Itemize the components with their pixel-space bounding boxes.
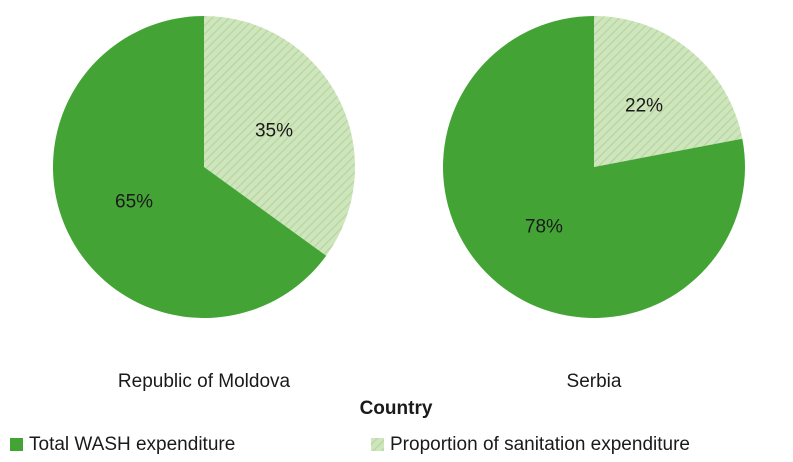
- pie-slice: [594, 16, 743, 167]
- legend-label: Total WASH expenditure: [29, 434, 235, 455]
- pie-slice: [442, 16, 745, 319]
- data-label: 22%: [625, 96, 663, 117]
- legend-label: Proportion of sanitation expenditure: [390, 434, 690, 455]
- data-label: 35%: [255, 120, 293, 141]
- data-label: 65%: [115, 192, 153, 213]
- data-label: 78%: [525, 217, 563, 238]
- legend-marker: [10, 438, 23, 451]
- x-axis-label: Country: [360, 398, 433, 419]
- legend-marker: [371, 438, 384, 451]
- category-label: Republic of Moldova: [118, 371, 291, 392]
- pie-slice: [52, 16, 327, 318]
- category-label: Serbia: [567, 371, 622, 392]
- pie-slice: [204, 16, 355, 256]
